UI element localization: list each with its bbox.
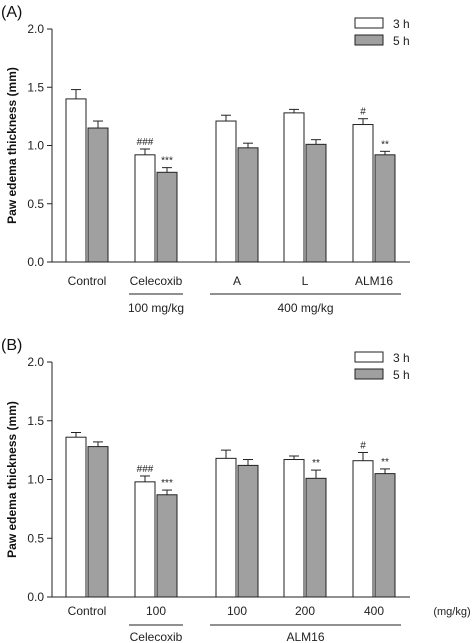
significance-label: **	[381, 457, 389, 468]
y-tick-label: 1.5	[27, 414, 44, 428]
x-tick-label: Celecoxib	[130, 274, 183, 288]
panel-label: (B)	[1, 337, 22, 354]
significance-label: ***	[161, 156, 173, 167]
significance-label: #	[360, 440, 366, 451]
significance-label: ###	[137, 464, 154, 475]
significance-label: **	[312, 458, 320, 469]
bar	[87, 127, 109, 263]
bar	[65, 98, 87, 263]
bar	[352, 124, 374, 263]
group-label: 100 mg/kg	[128, 301, 184, 315]
bar	[156, 494, 178, 598]
y-tick-label: 1.5	[27, 80, 44, 94]
y-tick-label: 2.0	[27, 22, 44, 36]
x-tick-label: 200	[295, 604, 315, 618]
significance-label: #	[360, 107, 366, 118]
x-tick-label: 100	[227, 604, 247, 618]
y-axis-title: Paw edema thickness (mm)	[5, 67, 19, 224]
bar	[352, 460, 374, 598]
bar	[65, 436, 87, 598]
x-tick-label: Control	[68, 604, 107, 618]
x-tick-label: 100	[146, 604, 166, 618]
group-label: 400 mg/kg	[277, 301, 333, 315]
group-label: ALM16	[286, 630, 324, 643]
legend-label: 5 h	[393, 368, 410, 382]
x-tick-label: L	[302, 274, 309, 288]
significance-label: **	[381, 139, 389, 150]
bar	[215, 120, 237, 263]
legend-label: 5 h	[393, 34, 410, 48]
y-tick-label: 0.0	[27, 255, 44, 269]
x-tick-label: A	[233, 274, 241, 288]
legend-swatch	[354, 368, 384, 380]
bar	[215, 457, 237, 598]
y-tick-label: 1.0	[27, 139, 44, 153]
bar	[305, 143, 327, 263]
group-label: Celecoxib	[130, 630, 183, 643]
x-tick-label: ALM16	[355, 274, 393, 288]
x-tick-label: 400	[364, 604, 384, 618]
y-axis-title: Paw edema thickness (mm)	[5, 401, 19, 558]
bar	[283, 112, 305, 263]
panel-label: (A)	[1, 4, 22, 21]
legend-swatch	[354, 17, 384, 29]
bar	[156, 171, 178, 263]
bar	[374, 154, 396, 263]
legend-swatch	[354, 351, 384, 363]
y-tick-label: 0.5	[27, 531, 44, 545]
bar	[374, 473, 396, 598]
bar	[134, 481, 156, 598]
y-tick-label: 0.0	[27, 590, 44, 604]
y-tick-label: 1.0	[27, 473, 44, 487]
significance-label: ***	[161, 478, 173, 489]
y-tick-label: 2.0	[27, 355, 44, 369]
bar	[283, 459, 305, 598]
legend-label: 3 h	[393, 351, 410, 365]
bar	[134, 154, 156, 263]
y-tick-label: 0.5	[27, 197, 44, 211]
bar	[237, 147, 259, 263]
significance-label: ###	[137, 137, 154, 148]
legend-swatch	[354, 34, 384, 46]
x-tick-label: Control	[68, 274, 107, 288]
x-unit-label: (mg/kg)	[433, 606, 470, 618]
bar	[305, 477, 327, 598]
bar	[237, 464, 259, 598]
bar	[87, 446, 109, 598]
legend-label: 3 h	[393, 17, 410, 31]
